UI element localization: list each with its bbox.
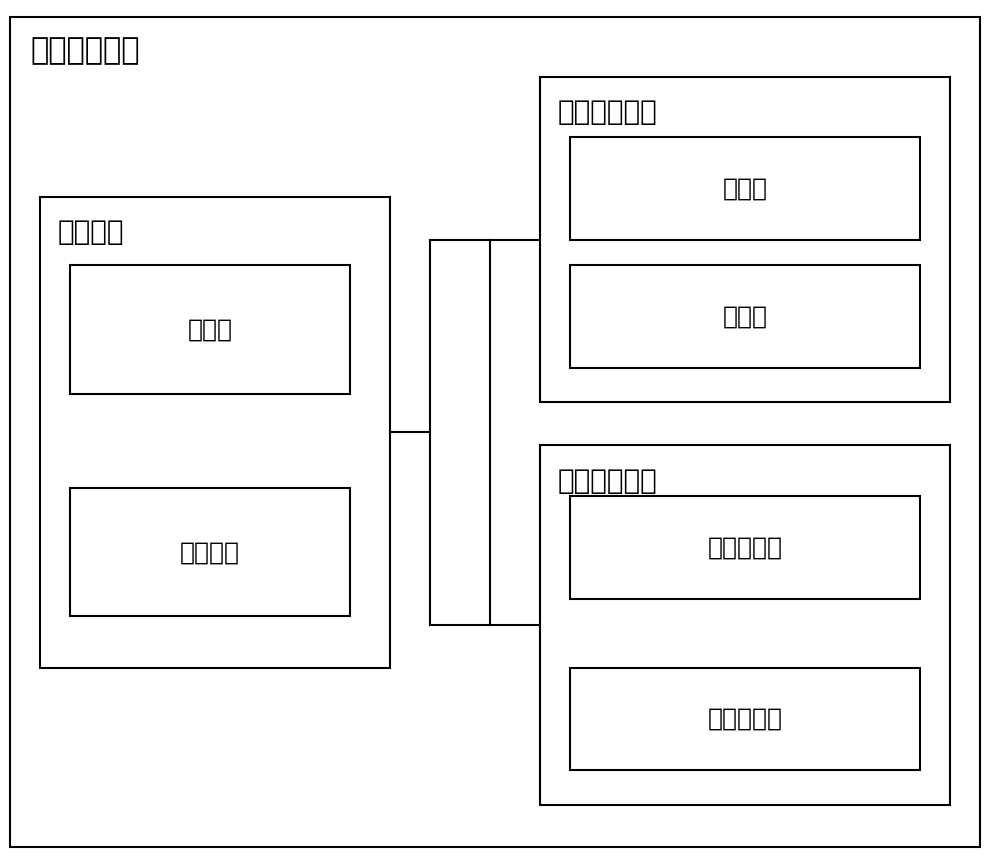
Text: 生化分析部: 生化分析部 (707, 536, 782, 560)
FancyBboxPatch shape (540, 77, 950, 402)
Text: 免疫分析部: 免疫分析部 (707, 707, 782, 731)
Text: 样本检测系统: 样本检测系统 (30, 36, 140, 65)
FancyBboxPatch shape (10, 17, 980, 847)
FancyBboxPatch shape (570, 137, 920, 240)
Text: 远程模块: 远程模块 (180, 540, 240, 564)
Text: 操作部: 操作部 (188, 318, 233, 342)
Text: 样本分析系统: 样本分析系统 (558, 467, 658, 495)
FancyBboxPatch shape (70, 265, 350, 394)
FancyBboxPatch shape (540, 445, 950, 805)
FancyBboxPatch shape (570, 668, 920, 770)
Text: 调度区: 调度区 (722, 176, 767, 200)
FancyBboxPatch shape (70, 488, 350, 616)
FancyBboxPatch shape (40, 197, 390, 668)
Text: 样本调度系统: 样本调度系统 (558, 98, 658, 127)
Text: 控制系统: 控制系统 (58, 218, 124, 247)
FancyBboxPatch shape (570, 265, 920, 368)
Text: 轨道区: 轨道区 (722, 305, 767, 329)
FancyBboxPatch shape (570, 496, 920, 599)
